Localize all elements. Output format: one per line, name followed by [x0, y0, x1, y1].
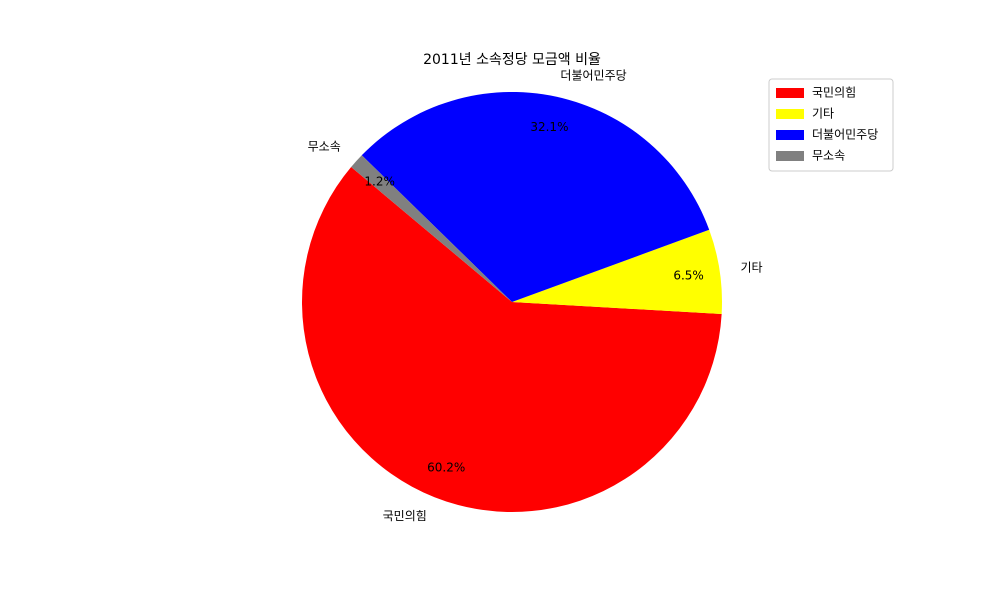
legend-swatch-1	[776, 109, 804, 119]
pct-label-3: 1.2%	[364, 175, 395, 189]
pie-slice-0	[302, 167, 722, 512]
legend-label-3: 무소속	[812, 149, 845, 163]
pct-label-0: 60.2%	[427, 460, 465, 474]
pct-label-1: 6.5%	[673, 268, 704, 282]
pct-label-2: 32.1%	[530, 120, 568, 134]
chart-title: 2011년 소속정당 모금액 비율	[423, 52, 601, 68]
pie-slice-3	[351, 155, 512, 302]
legend-label-1: 기타	[812, 107, 834, 121]
slice-label-0: 국민의힘	[383, 509, 427, 523]
percentage-labels: 60.2% 6.5% 32.1% 1.2%	[364, 120, 703, 474]
slice-label-1: 기타	[741, 261, 763, 275]
legend-label-0: 국민의힘	[812, 86, 856, 100]
slice-label-2: 더불어민주당	[560, 69, 626, 83]
slice-label-3: 무소속	[308, 139, 341, 153]
legend-swatch-3	[776, 151, 804, 161]
pie-slice-2	[361, 92, 710, 303]
legend-frame	[768, 78, 894, 172]
legend-swatch-2	[776, 130, 804, 140]
legend-label-2: 더불어민주당	[812, 128, 878, 142]
pie-slices	[302, 92, 722, 512]
pie-slice-1	[512, 229, 722, 315]
legend-swatch-0	[776, 88, 804, 98]
